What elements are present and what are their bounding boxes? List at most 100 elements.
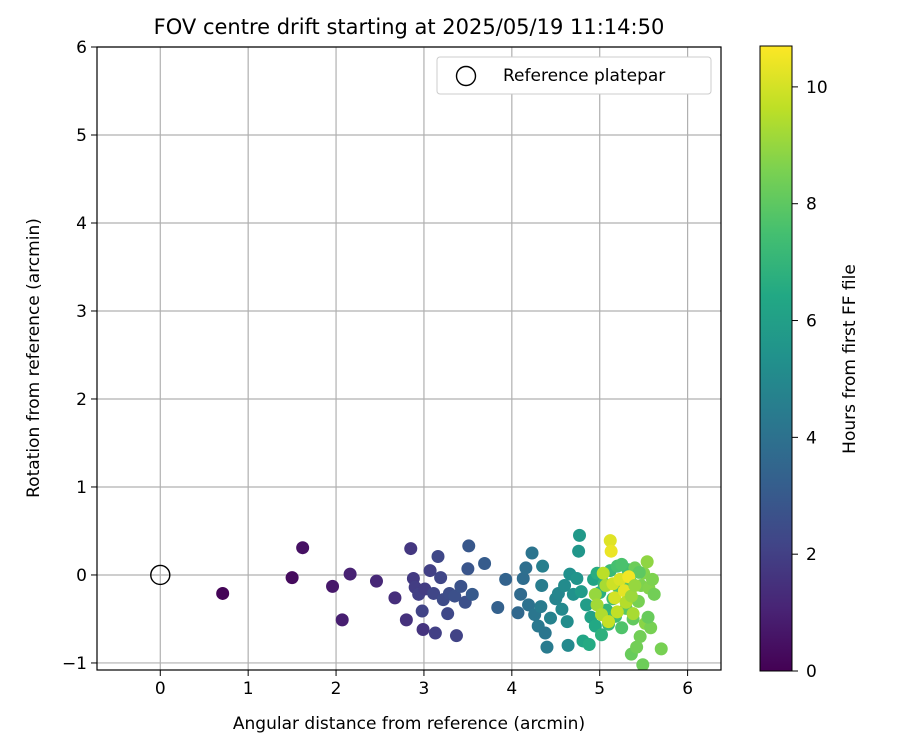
y-tick-label: 6 xyxy=(76,38,87,58)
data-point xyxy=(538,626,552,640)
y-axis-ticks: −1 0 1 2 3 4 5 6 xyxy=(62,38,97,674)
data-point xyxy=(478,557,492,571)
data-point xyxy=(423,564,437,578)
data-point xyxy=(573,528,587,542)
data-point xyxy=(630,640,644,654)
colorbar-gradient xyxy=(759,45,793,672)
x-axis-label: Angular distance from reference (arcmin) xyxy=(233,714,585,734)
y-tick-label: 1 xyxy=(76,478,87,498)
data-point xyxy=(216,586,230,600)
data-point xyxy=(462,539,476,553)
data-point xyxy=(633,630,647,644)
data-point xyxy=(415,604,429,618)
colorbar-tick-label: 2 xyxy=(806,545,817,565)
data-point xyxy=(461,562,475,576)
y-tick-label: 4 xyxy=(76,214,87,234)
data-point xyxy=(644,621,658,635)
data-point xyxy=(536,559,550,573)
data-point xyxy=(560,615,574,629)
data-point xyxy=(404,542,418,556)
data-point xyxy=(626,607,640,621)
data-point xyxy=(615,621,629,635)
data-point xyxy=(540,640,554,654)
reference-platepar-marker xyxy=(150,564,171,586)
data-point xyxy=(561,638,575,652)
data-point xyxy=(449,629,463,643)
chart-title: FOV centre drift starting at 2025/05/19 … xyxy=(154,15,665,39)
data-point xyxy=(594,628,608,642)
legend: Reference platepar xyxy=(436,56,712,95)
x-axis-ticks: 0 1 2 3 4 5 6 xyxy=(155,670,693,699)
data-point xyxy=(596,566,610,580)
data-points xyxy=(150,528,668,670)
y-tick-label: 0 xyxy=(76,566,87,586)
data-point xyxy=(296,541,310,555)
x-tick-label: 4 xyxy=(506,679,517,699)
data-point xyxy=(574,585,588,599)
data-point xyxy=(499,572,513,586)
data-point xyxy=(343,567,357,581)
data-point xyxy=(441,607,455,621)
data-point xyxy=(431,549,445,563)
data-point xyxy=(448,589,462,603)
data-point xyxy=(285,571,299,585)
colorbar-tick-label: 8 xyxy=(806,195,817,215)
legend-marker xyxy=(455,65,477,87)
data-point xyxy=(543,611,557,625)
data-point xyxy=(335,613,349,627)
y-axis-label: Rotation from reference (arcmin) xyxy=(24,218,44,498)
x-tick-label: 3 xyxy=(419,679,430,699)
data-point xyxy=(645,572,659,586)
data-point xyxy=(604,544,618,558)
data-point xyxy=(555,602,569,616)
data-point xyxy=(534,600,548,614)
data-point xyxy=(465,587,479,601)
data-point xyxy=(516,571,530,585)
data-point xyxy=(522,598,536,612)
data-point xyxy=(624,589,638,603)
data-point xyxy=(588,587,602,601)
data-point xyxy=(514,587,528,601)
data-point xyxy=(602,615,616,629)
data-point xyxy=(519,561,533,575)
colorbar-label: Hours from first FF file xyxy=(840,264,860,454)
data-point xyxy=(615,557,629,571)
data-point xyxy=(454,579,468,593)
x-tick-label: 6 xyxy=(682,679,693,699)
data-point xyxy=(572,544,586,558)
colorbar-ticks: 0 2 4 6 8 10 xyxy=(792,78,828,682)
colorbar-tick-label: 6 xyxy=(806,312,817,332)
data-point xyxy=(636,658,650,670)
data-point xyxy=(535,579,549,593)
data-point xyxy=(399,613,413,627)
colorbar-tick-label: 0 xyxy=(806,662,817,682)
data-point xyxy=(590,598,604,612)
data-point xyxy=(525,546,539,560)
data-point xyxy=(388,591,402,605)
data-point xyxy=(603,534,617,548)
data-point xyxy=(558,579,572,593)
y-tick-label: 3 xyxy=(76,302,87,322)
data-point xyxy=(610,605,624,619)
data-point xyxy=(582,637,596,651)
legend-box xyxy=(436,56,712,95)
data-point xyxy=(326,579,340,593)
plot-frame xyxy=(96,46,722,671)
data-point xyxy=(647,587,661,601)
data-point xyxy=(632,565,646,579)
data-point xyxy=(641,610,655,624)
data-point xyxy=(628,579,642,593)
data-point xyxy=(416,623,430,637)
data-point xyxy=(491,601,505,615)
data-point xyxy=(570,571,584,585)
data-point xyxy=(608,591,622,605)
data-point xyxy=(654,642,668,656)
colorbar-tick-label: 10 xyxy=(806,78,828,98)
data-point xyxy=(427,586,441,600)
y-tick-label: 2 xyxy=(76,390,87,410)
y-tick-label: −1 xyxy=(62,654,87,674)
legend-label: Reference platepar xyxy=(503,66,665,86)
data-point xyxy=(369,574,383,588)
data-point xyxy=(428,626,442,640)
